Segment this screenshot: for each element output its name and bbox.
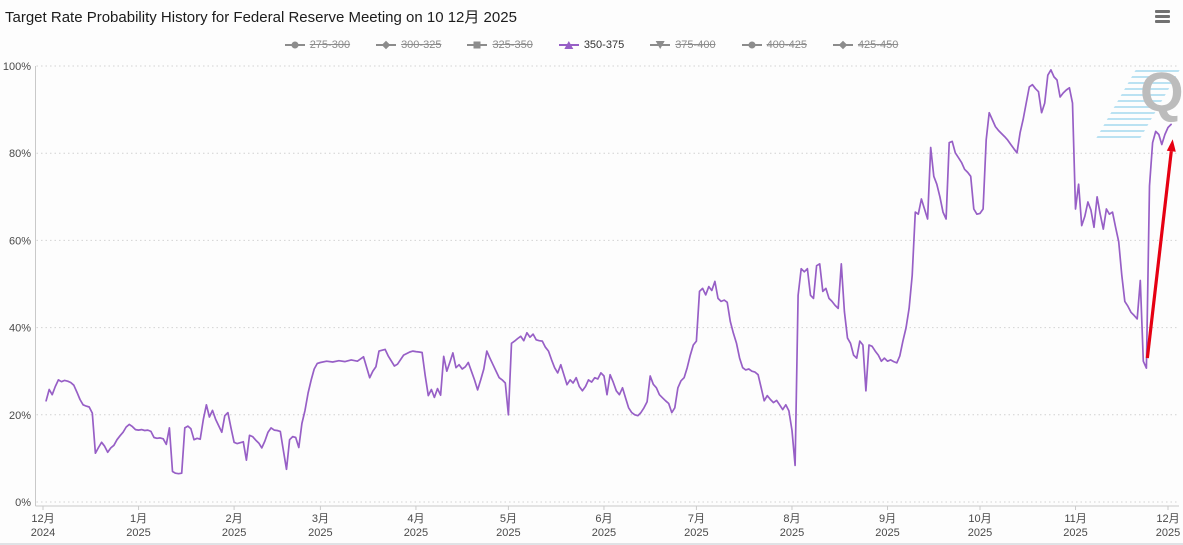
triangle-down-series-marker-icon [650,40,671,50]
x-axis-label-month: 12月 [1156,513,1179,525]
square-series-marker-icon [467,40,488,50]
y-axis-label-40%: 40% [9,323,31,335]
x-axis-label-month: 12月 [31,513,54,525]
x-axis-label-year: 2025 [592,527,616,539]
x-axis-label-month: 11月 [1064,513,1086,525]
legend-label: 375-400 [675,39,716,51]
bottom-edge-divider [0,543,1183,545]
y-axis-label-80%: 80% [9,148,31,160]
x-axis-label-year: 2025 [875,527,899,539]
legend-label: 275-300 [309,39,351,51]
x-axis-label-month: 7月 [688,513,705,525]
legend-item-400-425[interactable]: 400-425 [741,39,807,51]
diamond-series-marker-icon [376,40,397,50]
legend-item-300-325[interactable]: 300-325 [376,39,441,51]
y-axis-label-60%: 60% [9,235,31,247]
legend-item-425-450[interactable]: 425-450 [832,39,899,51]
annotation-arrow-line [1145,151,1173,359]
x-axis-label-year: 2025 [1063,527,1087,539]
x-axis-label-year: 2025 [780,527,804,539]
x-axis-label-year: 2025 [308,527,332,539]
x-axis-label-month: 6月 [595,513,612,525]
x-axis-label-year: 2025 [1156,527,1180,539]
x-axis-label-month: 1月 [130,513,147,525]
x-axis-label-year: 2024 [31,527,55,539]
x-axis-label-year: 2025 [684,527,708,539]
hamburger-menu-icon[interactable] [1153,8,1173,25]
legend-label: 350-375 [583,39,625,51]
x-axis-label-month: 3月 [312,513,329,525]
x-axis-label-year: 2025 [126,527,150,539]
legend-label: 325-350 [492,39,533,51]
legend-label: 300-325 [401,39,442,51]
legend-label: 425-450 [857,39,899,51]
annotation-arrowhead-icon [1166,139,1176,152]
circle-series-marker-icon [741,40,762,50]
triangle-up-series-marker-icon [558,40,579,50]
diamond-series-marker-icon [832,40,853,50]
x-axis-label-year: 2025 [222,527,246,539]
x-axis-label-year: 2025 [496,527,520,539]
legend-label: 400-425 [766,39,807,51]
x-axis-label-year: 2025 [404,527,428,539]
x-axis-label-year: 2025 [968,527,992,539]
x-axis-label-month: 5月 [500,513,517,525]
y-axis-label-100%: 100% [3,61,31,73]
x-axis-label-month: 10月 [968,513,991,525]
x-axis-label-month: 2月 [226,513,243,525]
legend-item-375-400[interactable]: 375-400 [650,39,716,51]
chart-title: Target Rate Probability History for Fede… [5,9,517,26]
legend-item-325-350[interactable]: 325-350 [467,39,533,51]
circle-series-marker-icon [284,40,305,50]
series-line-350-375[interactable] [45,69,1172,475]
x-axis-label-month: 4月 [407,513,424,525]
x-axis-label-month: 9月 [879,513,896,525]
y-axis-label-0%: 0% [15,497,31,509]
legend: 275-300 300-325 325-350 350-375 375-400 400-4… [0,39,1183,51]
legend-item-350-375[interactable]: 350-375 [558,39,625,51]
y-axis-label-20%: 20% [9,410,31,422]
x-axis-label-month: 8月 [783,513,800,525]
legend-item-275-300[interactable]: 275-300 [284,39,351,51]
